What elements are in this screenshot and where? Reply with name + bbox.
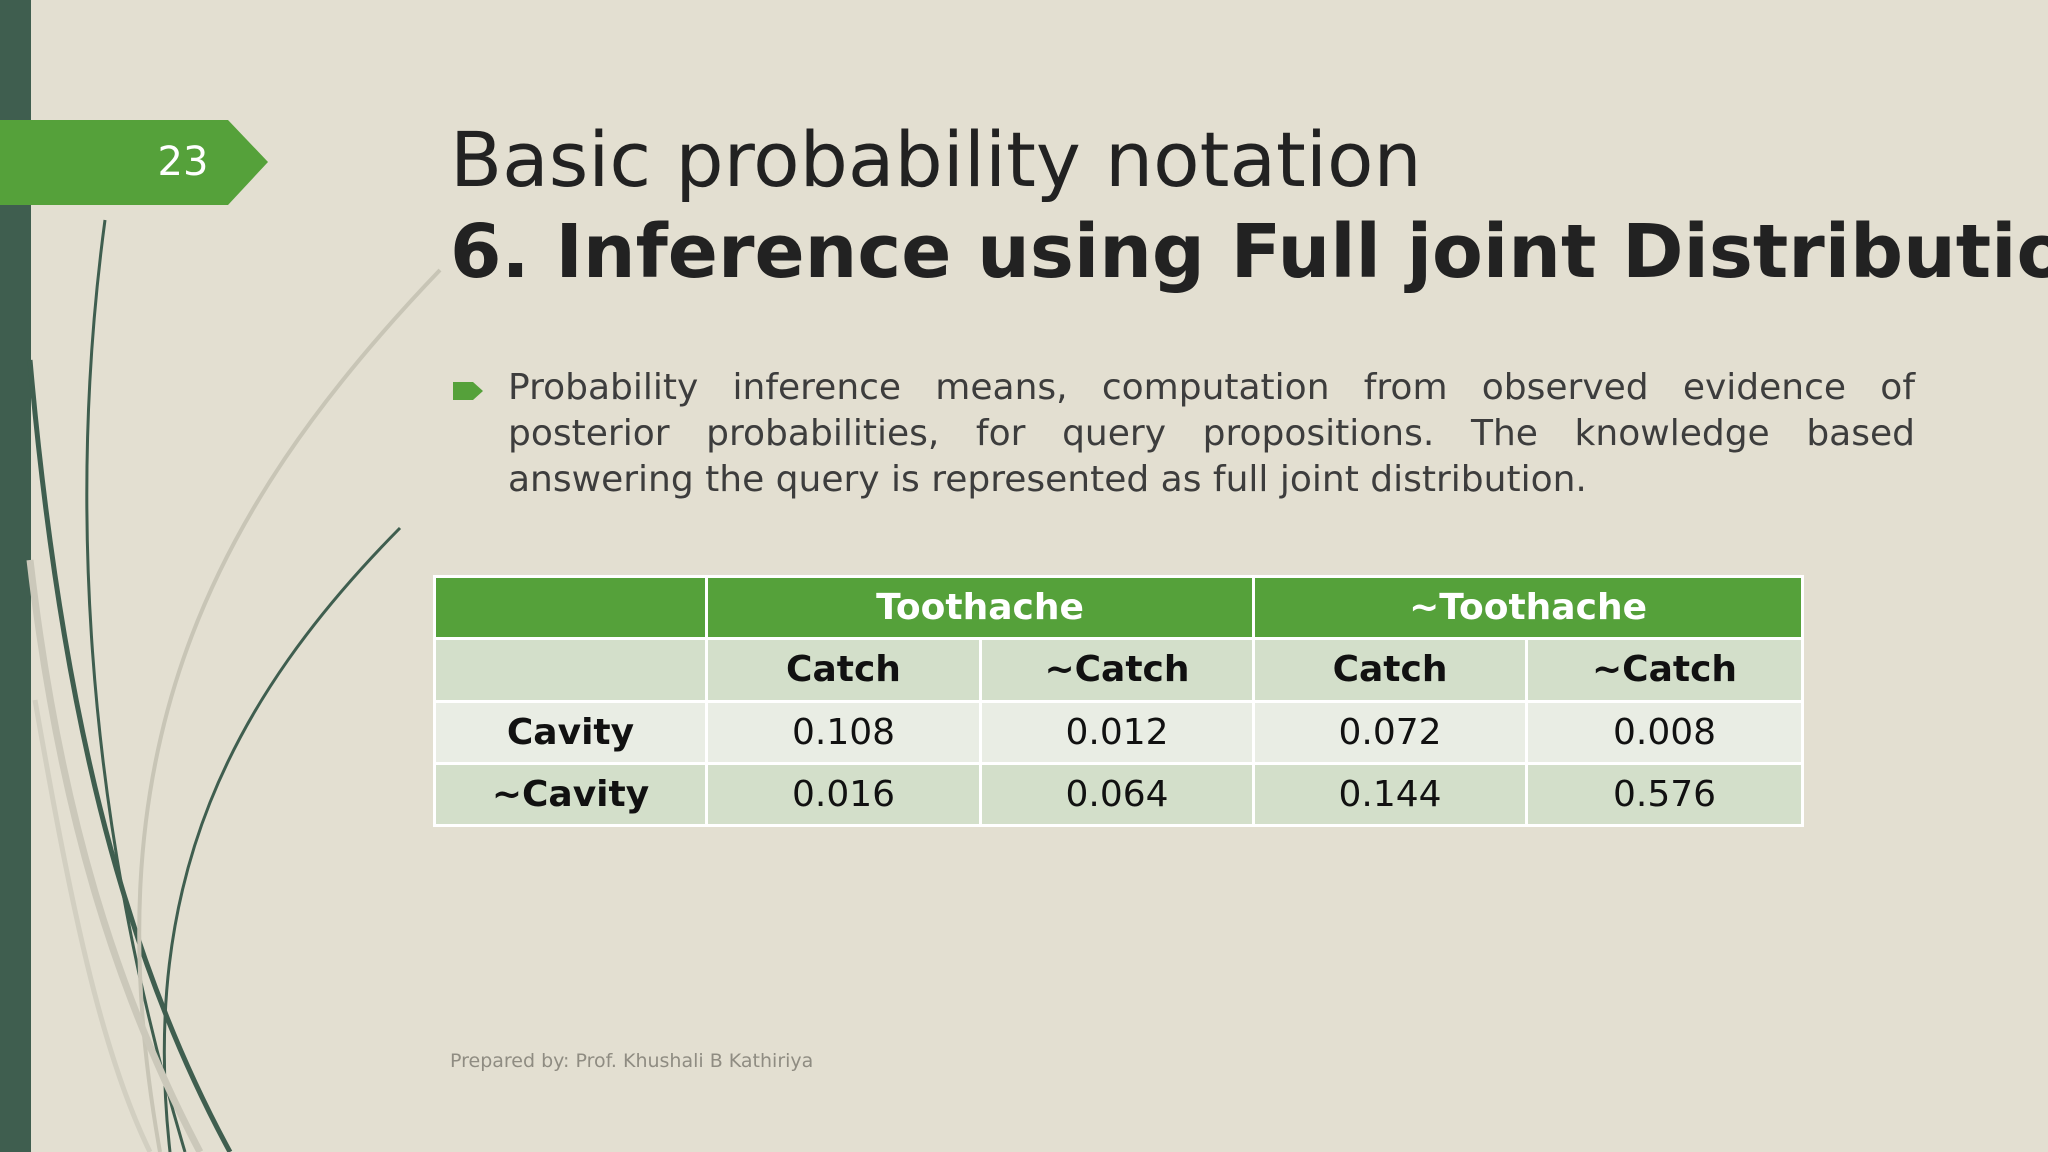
bullet-text: Probability inference means, computation… (508, 367, 1915, 500)
table-row: ~Cavity 0.016 0.064 0.144 0.576 (433, 761, 1805, 828)
table-sub-header-row: Catch ~Catch Catch ~Catch (433, 637, 1805, 703)
footer-credit: Prepared by: Prof. Khushali B Kathiriya (450, 1050, 814, 1072)
table-group-header-row: Toothache ~Toothache (433, 574, 1805, 641)
table-cell: 0.576 (1525, 761, 1805, 828)
table-row: Cavity 0.108 0.012 0.072 0.008 (433, 699, 1805, 765)
table-cell: 0.016 (705, 761, 982, 828)
table-cell: 0.072 (1252, 699, 1529, 765)
table-cell: 0.064 (978, 761, 1256, 828)
table-cell: 0.108 (705, 699, 982, 765)
table-cell: 0.012 (978, 699, 1256, 765)
table-cell: 0.144 (1252, 761, 1529, 828)
slide-title: Basic probability notation (450, 115, 1422, 204)
sub-header-cell (433, 637, 708, 703)
row-label-cavity: Cavity (433, 699, 708, 765)
slide-number-tab (0, 120, 268, 205)
group-header-toothache: Toothache (704, 574, 1256, 641)
sub-header-cell: Catch (1252, 637, 1529, 703)
joint-distribution-table: Toothache ~Toothache Catch ~Catch Catch … (433, 574, 1805, 828)
sub-header-cell: ~Catch (978, 637, 1256, 703)
group-header-not-toothache: ~Toothache (1252, 574, 1805, 641)
sub-header-cell: ~Catch (1525, 637, 1805, 703)
slide-number: 23 (157, 139, 209, 185)
table-corner-cell (433, 574, 708, 641)
decorative-stems-graphic (26, 219, 442, 1152)
sub-header-cell: Catch (705, 637, 982, 703)
table-cell: 0.008 (1525, 699, 1805, 765)
bullet-arrow-icon (453, 382, 483, 400)
slide-subtitle: 6. Inference using Full joint Distributi… (450, 209, 2048, 295)
row-label-not-cavity: ~Cavity (433, 761, 708, 828)
